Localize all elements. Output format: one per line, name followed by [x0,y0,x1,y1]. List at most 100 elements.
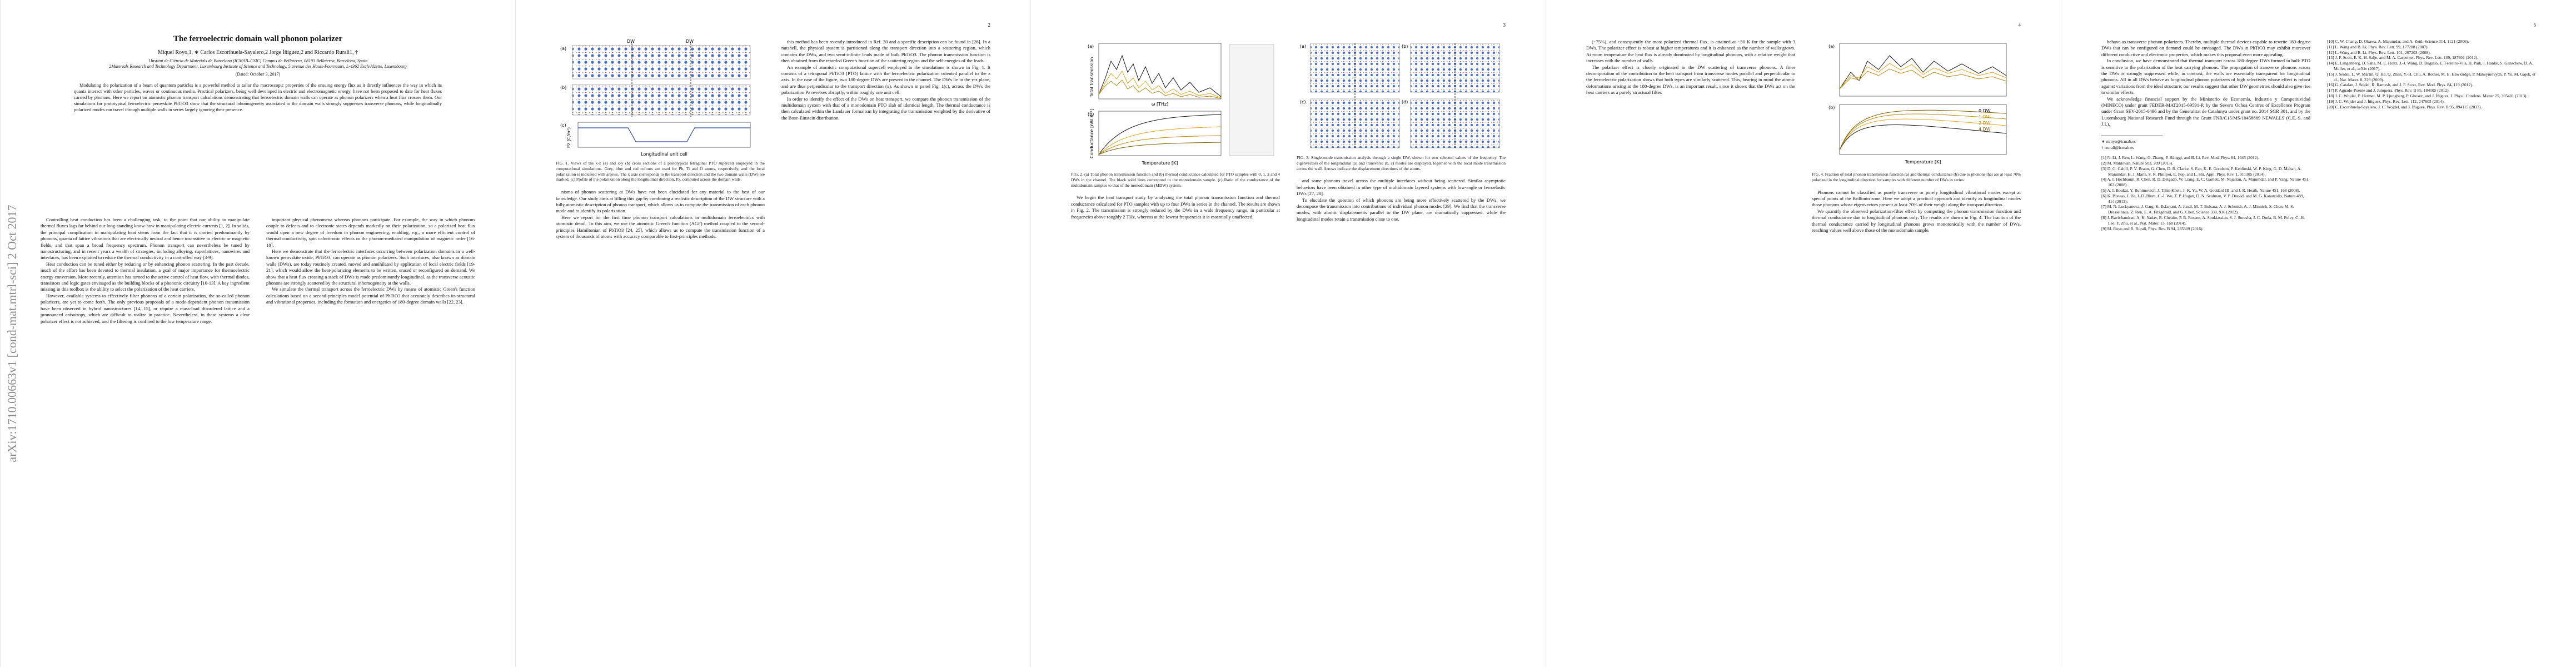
text-column: Controlling heat conduction has been a c… [41,217,250,325]
page: 3 (a) (b) ω [THz] Temperature [K] Total … [1030,0,1546,667]
curve [578,127,750,142]
axis-label: Conductance [nW K⁻¹] [1089,108,1094,158]
panel-label: (a) [1088,44,1094,49]
text-column: behave as transverse phonon polarizers. … [2101,39,2310,231]
plot-frame [1839,104,2007,155]
reference: [12] L. Wang and B. Li, Phys. Rev. Lett.… [2327,49,2431,55]
legend-entry: 2 DW [1979,121,1991,126]
paragraph: An example of atomistic computational su… [781,64,990,96]
reference: [5] A. I. Boukai, Y. Bunimovich, J. Tahi… [2101,188,2300,193]
reference: [15] J. Seidel, L. W. Martin, Q. He, Q. … [2327,71,2535,82]
paragraph: We acknowledge financial support by the … [2101,96,2310,127]
plot-frame [1839,43,2007,97]
curve [1839,55,2007,89]
panel-label: (c) [560,123,566,128]
reference: [20] C. Escorihuela-Sayalero, J. C. Wojd… [2327,104,2482,109]
paragraph: Controlling heat conduction has been a c… [41,217,250,261]
curve [1098,71,1222,98]
text-column: (a) (b) Temperature [K] 0 DW 1 DW 2 DW 4… [1812,39,2021,233]
reference: [18] J. C. Wojdeł, P. Hermet, M. P. Ljun… [2327,93,2528,98]
reference: [6] K. Biswas, J. He, I. D. Blum, C.-I. … [2101,193,2304,204]
curve [1098,142,1222,155]
reference: [9] M. Royo and R. Rurali, Phys. Rev. B … [2101,226,2204,231]
legend-entry: 0 DW [1979,108,1991,113]
page: 5 behave as transverse phonon polarizers.… [2061,0,2576,667]
text-column: [10] C. W. Chang, D. Okawa, A. Majumdar,… [2327,39,2536,109]
paragraph: (~75%), and consequently the most polari… [1586,39,1795,64]
curve [1839,118,2007,151]
text-column: (a) (b) (c) DW DW Longitudinal unit cell… [556,39,765,240]
paragraph: this method has been recently introduced… [781,39,990,64]
axis-label: Temperature [K] [1905,160,1941,165]
paragraph: behave as transverse phonon polarizers. … [2101,39,2310,57]
paragraph: nisms of phonon scattering at DWs have n… [556,189,765,214]
curve [1839,125,2007,151]
curve [1098,79,1222,99]
authors: Miquel Royo,1, ∗ Carlos Escorihuela-Saya… [157,49,358,56]
dw-label: DW [627,39,635,44]
panel-label: (b) [1828,105,1835,110]
footnotes: ∗ mroyo@icmab.es † rrurali@icmab.es [2101,135,2163,151]
curve [1098,114,1222,155]
plot-frame [1098,111,1222,156]
abstract: Modulating the polarization of a beam of… [74,83,442,112]
figure: (a) (b) Temperature [K] 0 DW 1 DW 2 DW 4… [1812,39,2021,183]
panel-label: (c) [1300,99,1306,104]
page-number: 2 [988,22,991,28]
paragraph: We simulate the thermal transport across… [266,286,475,305]
panel-label: (a) [1828,44,1835,49]
page-number: 3 [1503,22,1506,28]
paragraph: We begin the heat transport study by ana… [1071,195,1280,220]
axis-label: Total transmission [1089,57,1094,98]
text-column: (a) (b) ω [THz] Temperature [K] Total tr… [1071,39,1280,220]
reference: [14] E. Langenberg, D. Saha, M. E. Holtz… [2327,61,2533,71]
figure-caption: FIG. 1. Views of the x-z (a) and x-y (b)… [556,161,765,182]
paragraph: We quantify the observed polarization-fi… [1812,208,2021,233]
mode-panel [1310,43,1400,93]
paragraph: and some phonons travel across the multi… [1297,178,1506,197]
footnote: † rrurali@icmab.es [2101,145,2134,151]
mode-panel [1310,98,1400,148]
inset-panel [1229,44,1274,156]
panel-lattice [572,45,751,79]
reference: [3] D. G. Cahill, P. V. Braun, G. Chen, … [2101,166,2302,177]
paper-title: The ferroelectric domain wall phonon pol… [173,34,343,43]
reference: [7] M. N. Luckyanova, J. Garg, K. Esfarj… [2101,204,2294,215]
page: The ferroelectric domain wall phonon pol… [0,0,515,667]
paragraph: Here we report for the first time phonon… [556,214,765,240]
curve [1839,113,2007,151]
figure-caption: FIG. 2. (a) Total phonon transmission fu… [1071,172,1280,188]
paragraph: important physical phenomena whereas pho… [266,217,475,248]
reference: [8] J. Ravichandran, A. K. Yadav, R. Che… [2101,215,2305,226]
page: 2 (a) (b) (c) DW DW Longitudinal unit ce… [515,0,1030,667]
axis-label: ω [THz] [1152,102,1169,107]
paragraph: In conclusion, we have demonstrated that… [2101,58,2310,96]
figure: (a) (b) (c) (d) FIG. 3. Single-mode tran… [1297,39,1506,171]
axis-label: Longitudinal unit cell [641,152,687,157]
plot-frame [1098,43,1222,99]
figure-caption: FIG. 3. Single-mode transmission analysi… [1297,155,1506,171]
reference: [1] N. Li, J. Ren, L. Wang, G. Zhang, P.… [2101,155,2259,161]
panel-label: (a) [560,46,566,51]
reference: [13] J. F. Scott, E. K. H. Salje, and M.… [2327,55,2478,61]
axis-label: Pz (C/m²) [566,127,571,148]
text-column: important physical phenomena whereas pho… [266,217,475,306]
reference: [16] G. Catalan, J. Seidel, R. Ramesh, a… [2327,82,2473,88]
curve [1098,54,1222,97]
paragraph: The polarizer effect is closely originat… [1586,64,1795,96]
reference: [17] P. Aguado-Puente and J. Junquera, P… [2327,88,2450,93]
affiliation: 2Materials Research and Technology Depar… [109,64,407,69]
reference: [10] C. W. Chang, D. Okawa, A. Majumdar,… [2327,39,2469,44]
legend-entry: 1 DW [1979,115,1991,120]
figure-graphic: (a) (b) ω [THz] Temperature [K] Total tr… [1088,43,1274,166]
page-number: 4 [2018,22,2021,28]
curve [1839,63,2007,89]
paragraph: In order to identify the effect of the D… [781,96,990,121]
mode-panel [1410,43,1500,93]
panel-label: (a) [1300,44,1306,49]
figure-graphic: (a) (b) (c) DW DW Longitudinal unit cell… [560,39,751,157]
panel-label: (b) [1402,44,1408,49]
page-number: 5 [2533,22,2537,28]
paragraph: However, available systems to effectivel… [41,292,250,324]
